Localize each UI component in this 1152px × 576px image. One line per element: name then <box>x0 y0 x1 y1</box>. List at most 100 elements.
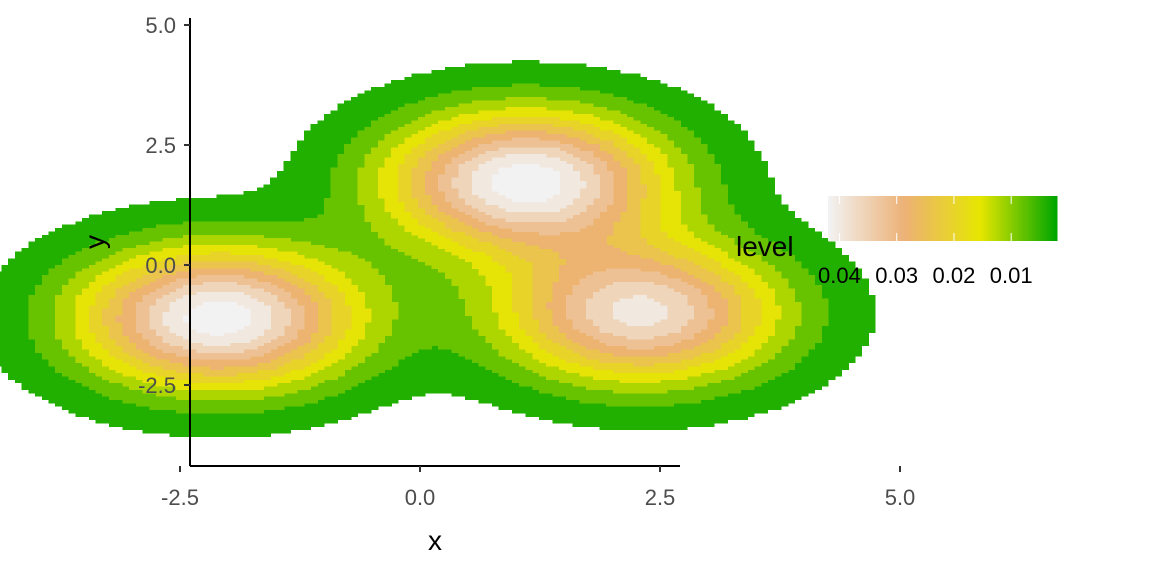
y-tick-label: 5.0 <box>145 13 176 38</box>
legend-color-segment <box>997 196 1001 241</box>
legend-labels: 0.04 0.03 0.02 0.01 <box>818 263 1033 288</box>
legend-color-segment <box>854 196 858 241</box>
legend-label: 0.03 <box>875 263 918 288</box>
legend-color-segment <box>990 196 993 241</box>
legend-color-segment <box>908 196 911 241</box>
legend-color-segment <box>1020 196 1024 241</box>
legend-color-segment <box>890 196 894 241</box>
legend-color-segment <box>879 196 883 241</box>
legend-color-segment <box>971 196 974 241</box>
legend-color-segment <box>1015 196 1018 241</box>
legend-color-segment <box>1043 196 1047 241</box>
legend-color-segment <box>1039 196 1043 241</box>
legend-color-segment <box>845 196 848 241</box>
legend-color-segment <box>864 196 867 241</box>
legend-color-segment <box>904 196 907 241</box>
legend-color-segment <box>885 196 888 241</box>
legend-color-segment <box>1003 196 1007 241</box>
legend-color-segment <box>871 196 875 241</box>
legend-color-segment <box>913 196 917 241</box>
legend-color-segment <box>957 196 961 241</box>
legend-color-segment <box>963 196 966 241</box>
contour-band-3 <box>75 107 782 390</box>
legend-color-segment <box>923 196 926 241</box>
legend-color-segment <box>852 196 856 241</box>
legend-color-segment <box>1036 196 1039 241</box>
contour-band-0 <box>0 60 876 437</box>
legend-color-segment <box>1034 196 1037 241</box>
legend-color-segment <box>896 196 900 241</box>
axes: -2.5 0.0 2.5 5.0 -2.5 0.0 2.5 5.0 x y <box>79 13 915 556</box>
legend-label: 0.04 <box>818 263 861 288</box>
legend-color-segment <box>967 196 970 241</box>
legend-color-segment <box>986 196 989 241</box>
x-ticks: -2.5 0.0 2.5 5.0 <box>161 466 915 510</box>
legend-color-segment <box>1053 196 1056 241</box>
legend-color-segment <box>953 196 957 241</box>
legend-color-segment <box>1016 196 1020 241</box>
legend-color-segment <box>931 196 934 241</box>
y-ticks: -2.5 0.0 2.5 5.0 <box>138 13 190 398</box>
y-tick-label: 2.5 <box>145 133 176 158</box>
legend-color-segment <box>950 196 953 241</box>
legend-color-segment <box>910 196 913 241</box>
legend-color-segment <box>1045 196 1049 241</box>
legend-label: 0.02 <box>933 263 976 288</box>
legend-color-segment <box>847 196 850 241</box>
legend-color-segment <box>919 196 923 241</box>
legend-color-segment <box>1011 196 1014 241</box>
legend-color-segment <box>1041 196 1045 241</box>
legend-color-segment <box>1051 196 1054 241</box>
legend-color-segment <box>841 196 844 241</box>
legend-color-segment <box>862 196 865 241</box>
legend-color-segment <box>850 196 854 241</box>
legend-color-segment <box>839 196 842 241</box>
legend-color-segment <box>1007 196 1010 241</box>
legend-color-segment <box>1037 196 1041 241</box>
legend-color-segment <box>952 196 955 241</box>
legend-colorbar <box>828 196 1058 241</box>
legend-color-segment <box>915 196 919 241</box>
legend-color-segment <box>900 196 904 241</box>
legend-color-segment <box>869 196 873 241</box>
legend-color-segment <box>894 196 898 241</box>
legend-color-segment <box>883 196 886 241</box>
legend-color-segment <box>965 196 968 241</box>
x-tick-label: 2.5 <box>645 485 676 510</box>
legend-color-segment <box>911 196 915 241</box>
legend-color-segment <box>955 196 959 241</box>
legend-color-segment <box>944 196 947 241</box>
legend-color-segment <box>994 196 997 241</box>
legend: level 0.04 0.03 0.02 0.01 <box>736 196 1058 288</box>
contour-band-4 <box>88 117 762 384</box>
legend-color-segment <box>1028 196 1031 241</box>
legend-color-segment <box>936 196 940 241</box>
legend-color-segment <box>934 196 938 241</box>
contour-band-7 <box>135 137 715 360</box>
legend-color-segment <box>925 196 928 241</box>
y-tick-label: 0.0 <box>145 253 176 278</box>
legend-color-segment <box>973 196 976 241</box>
legend-color-segment <box>1049 196 1052 241</box>
legend-color-segment <box>921 196 925 241</box>
legend-label: 0.01 <box>990 263 1033 288</box>
legend-color-segment <box>982 196 986 241</box>
legend-color-segment <box>1001 196 1005 241</box>
legend-color-segment <box>875 196 879 241</box>
legend-color-segment <box>1047 196 1050 241</box>
legend-color-segment <box>892 196 896 241</box>
legend-color-segment <box>906 196 909 241</box>
legend-color-segment <box>948 196 951 241</box>
legend-color-segment <box>843 196 846 241</box>
legend-color-segment <box>881 196 884 241</box>
legend-color-segment <box>1018 196 1022 241</box>
legend-color-segment <box>927 196 930 241</box>
legend-color-segment <box>1055 196 1058 241</box>
legend-color-segment <box>1009 196 1012 241</box>
x-tick-label: 5.0 <box>885 485 916 510</box>
legend-color-segment <box>887 196 890 241</box>
y-axis-title: y <box>79 235 110 249</box>
legend-color-segment <box>833 196 837 241</box>
contour-band-9 <box>162 154 668 347</box>
